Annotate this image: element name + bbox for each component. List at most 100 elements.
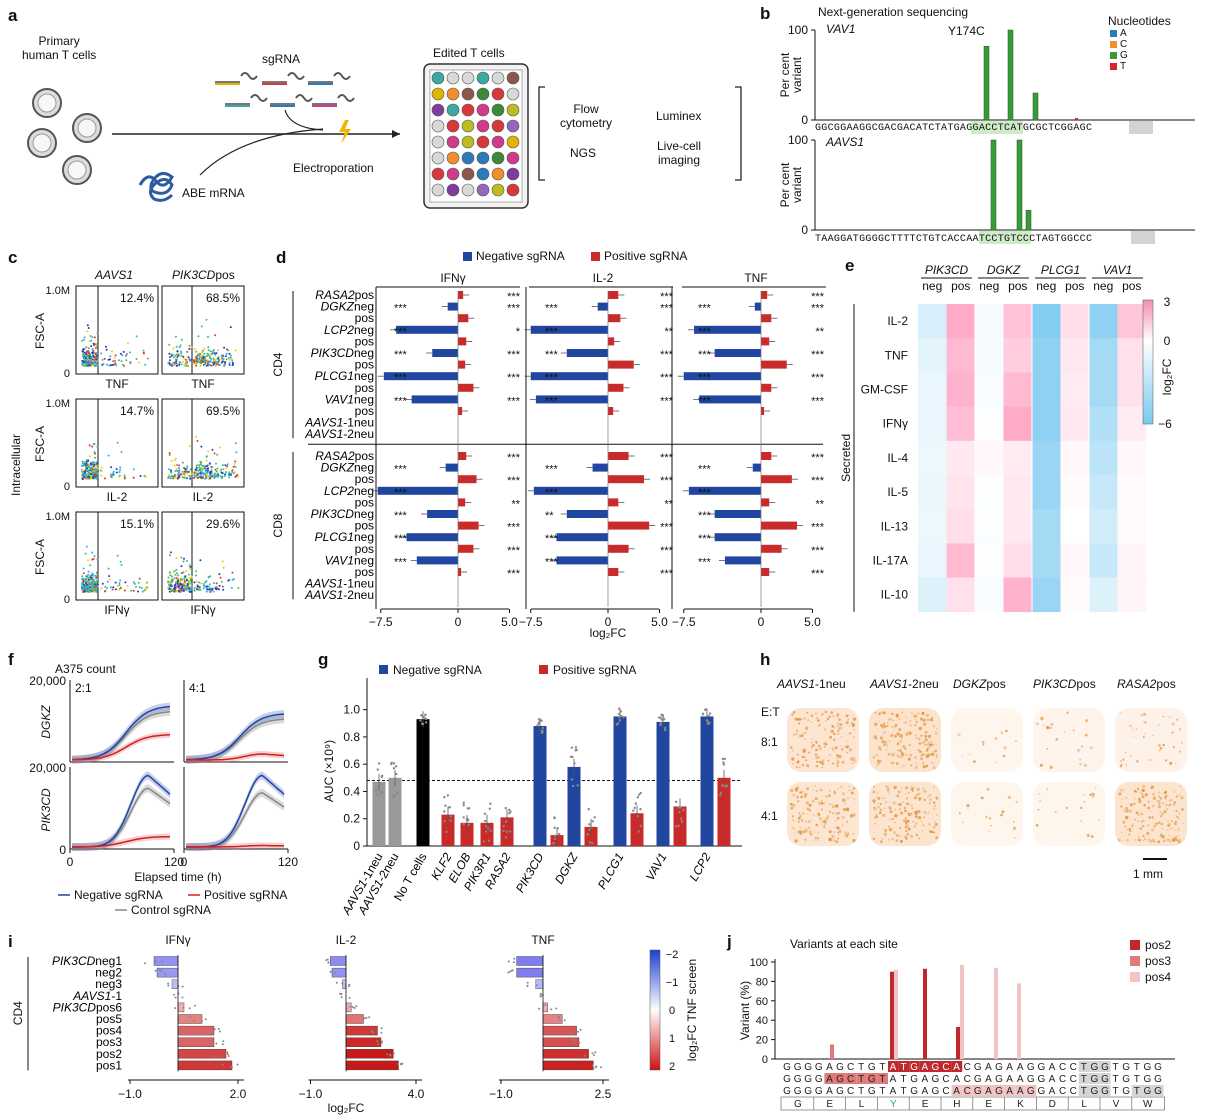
replicate-dot	[339, 992, 341, 995]
cell-speck	[920, 820, 923, 823]
flow-event	[93, 461, 96, 464]
nucleotide: A	[985, 1074, 992, 1085]
flow-event	[145, 582, 148, 585]
flow-event	[168, 352, 171, 355]
x-tick-label: 0	[605, 615, 612, 629]
cell-speck	[1079, 763, 1082, 766]
cell-speck	[893, 831, 897, 835]
et-label: E:T	[761, 705, 780, 719]
gene-header: DGKZ	[987, 263, 1021, 277]
flow-event	[138, 361, 141, 364]
replicate-dot	[674, 800, 678, 804]
flow-event	[185, 361, 188, 364]
replicate-dot	[154, 969, 157, 972]
flow-plots: IntracellularFSC-A1.0M012.4%TNF68.5%TNFF…	[9, 285, 245, 617]
flow-event	[142, 349, 145, 352]
sig-left: ***	[698, 556, 712, 568]
colorbar-label: log₂FC TNF screen	[685, 959, 699, 1061]
cell-speck	[935, 814, 938, 816]
replicate-dot	[593, 816, 596, 819]
cell-speck	[1155, 822, 1158, 825]
cell-speck	[804, 756, 806, 759]
cell-speck	[823, 819, 827, 823]
replicate-dot	[182, 1006, 185, 1009]
flow-event	[173, 361, 176, 364]
cell-speck	[833, 738, 836, 741]
flow-event	[182, 360, 185, 363]
well-fill	[1115, 708, 1187, 772]
flow-event	[234, 460, 237, 463]
flow-event	[207, 364, 210, 367]
flow-event	[212, 590, 215, 593]
flow-event	[111, 474, 114, 477]
replicate-dot	[484, 824, 488, 828]
cell-speck	[1141, 795, 1145, 799]
nucleotide: A	[1006, 1062, 1013, 1073]
replicate-dot	[161, 960, 164, 963]
nucleotide: G	[932, 1062, 940, 1073]
auc-bar	[630, 813, 644, 846]
cell-speck	[1157, 743, 1161, 747]
replicate-dot	[556, 827, 559, 830]
cell-speck	[930, 761, 934, 765]
flow-event	[213, 452, 216, 455]
flow-event	[122, 350, 125, 353]
cell-speck	[841, 748, 844, 751]
cell-speck	[888, 839, 890, 841]
nucleotide: A	[1006, 1086, 1013, 1097]
flow-event	[90, 576, 93, 579]
cell-speck	[884, 814, 886, 816]
flow-event	[207, 353, 210, 356]
cell-speck	[847, 797, 849, 799]
cell-speck	[1079, 758, 1082, 761]
flow-event	[225, 348, 228, 351]
replicate-dot	[489, 829, 493, 832]
cell-speck	[919, 797, 922, 800]
cell-speck	[907, 812, 909, 814]
flow-event	[175, 360, 178, 363]
flow-event	[220, 580, 223, 583]
cell-speck	[986, 787, 990, 791]
cytokine-label: GM-CSF	[861, 383, 908, 397]
cell-speck	[1169, 761, 1173, 765]
sgrna-label: sgRNA	[262, 52, 301, 66]
nucleotide: G	[804, 1074, 812, 1085]
seq-highlight	[951, 1061, 963, 1072]
cell-speck	[1171, 722, 1175, 726]
flow-event	[139, 475, 142, 477]
cell-speck	[802, 750, 806, 754]
cell-speck	[1142, 712, 1147, 716]
heatmap-cell	[946, 406, 976, 442]
seq-highlight	[919, 1061, 931, 1072]
sig-right: ***	[507, 349, 521, 361]
flow-event	[203, 360, 206, 363]
nucleotide: G	[910, 1062, 918, 1073]
cell-speck	[1161, 814, 1163, 816]
replicate-dot	[664, 726, 667, 730]
heatmap-cell	[918, 440, 947, 476]
cell-speck	[804, 820, 807, 823]
replicate-dot	[335, 981, 338, 984]
cell-speck	[823, 802, 826, 805]
replicate-dot	[462, 804, 465, 807]
flow-event	[201, 351, 204, 354]
cell-speck	[905, 797, 909, 800]
flow-event	[114, 362, 117, 365]
nucleotide: A	[1017, 1086, 1024, 1097]
nucleotide: A	[890, 1062, 897, 1073]
cell-speck	[880, 723, 883, 727]
flow-event	[81, 339, 84, 342]
cell-speck	[1173, 803, 1176, 806]
replicate-dot	[331, 970, 333, 973]
cell-speck	[925, 813, 927, 815]
legend-label: C	[1120, 39, 1128, 50]
cell-speck	[929, 798, 932, 801]
vav1-variant-bar	[1032, 92, 1039, 121]
variant-bar	[923, 968, 927, 1059]
cell-speck	[816, 719, 820, 722]
validation-bar	[542, 1014, 563, 1024]
cell-speck	[913, 714, 917, 718]
sig-left: ***	[545, 372, 559, 384]
legend-pos-swatch	[591, 252, 600, 261]
replicate-dot	[351, 1006, 354, 1009]
